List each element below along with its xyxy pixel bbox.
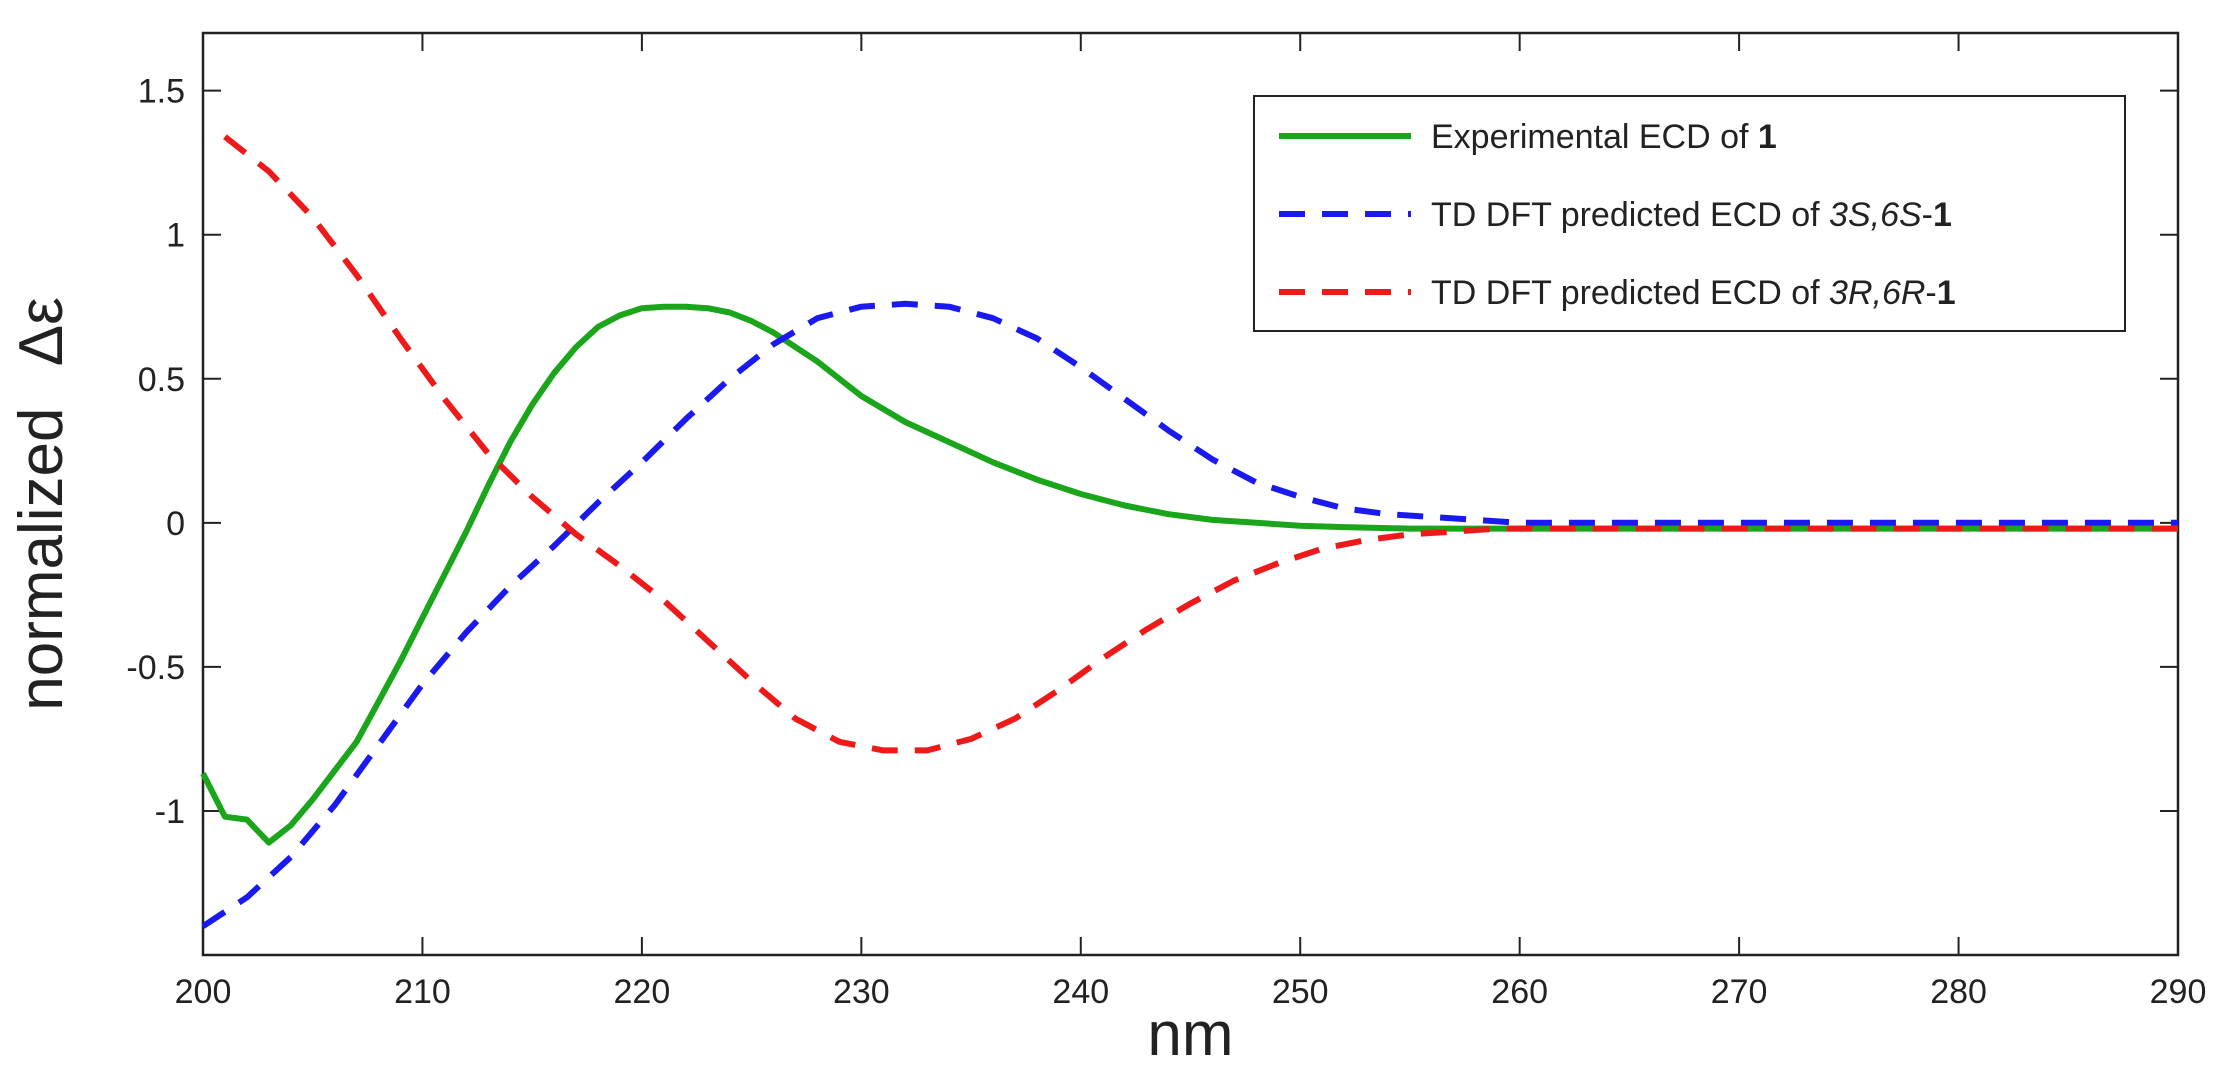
ticks-layer: 200 210 220 230 240 250 260 270 280 290 -1 -0.5 0 0.5… bbox=[126, 33, 2206, 1011]
svg-text:normalized Δε: normalized Δε bbox=[7, 297, 76, 711]
y-axis-title-word: normalized bbox=[7, 408, 76, 711]
series-line-2 bbox=[201, 300, 2178, 929]
x-tick-label: 280 bbox=[1930, 973, 1987, 1011]
x-tick-label: 290 bbox=[2150, 973, 2207, 1011]
legend-label-3: TD DFT predicted ECD of 3R,6R-1 bbox=[1431, 274, 1956, 312]
y-tick-label: 1.5 bbox=[138, 73, 185, 111]
series-line-3 bbox=[223, 134, 2178, 754]
legend-label-1: Experimental ECD of 1 bbox=[1431, 118, 1777, 156]
x-tick-label: 250 bbox=[1272, 973, 1329, 1011]
x-tick-label: 260 bbox=[1491, 973, 1548, 1011]
y-tick-label: 0.5 bbox=[138, 361, 185, 399]
x-tick-label: 210 bbox=[394, 973, 451, 1011]
series-line-1 bbox=[200, 303, 2178, 846]
x-tick-label: 230 bbox=[833, 973, 890, 1011]
y-axis-title: normalized Δε bbox=[7, 297, 76, 711]
y-tick-label: -1 bbox=[155, 793, 185, 831]
y-axis-title-symbol: Δε bbox=[7, 297, 76, 366]
legend-label-2: TD DFT predicted ECD of 3S,6S-1 bbox=[1431, 196, 1952, 234]
series-layer bbox=[200, 134, 2178, 929]
y-tick-label: -0.5 bbox=[126, 649, 185, 687]
x-tick-label: 240 bbox=[1052, 973, 1109, 1011]
y-tick-label: 1 bbox=[166, 217, 185, 255]
x-axis-title: nm bbox=[1147, 1000, 1233, 1068]
y-tick-label: 0 bbox=[166, 505, 185, 543]
x-tick-label: 200 bbox=[175, 973, 232, 1011]
x-tick-label: 270 bbox=[1711, 973, 1768, 1011]
legend: Experimental ECD of 1 TD DFT predicted EC… bbox=[1253, 95, 2126, 332]
x-tick-label: 220 bbox=[614, 973, 671, 1011]
